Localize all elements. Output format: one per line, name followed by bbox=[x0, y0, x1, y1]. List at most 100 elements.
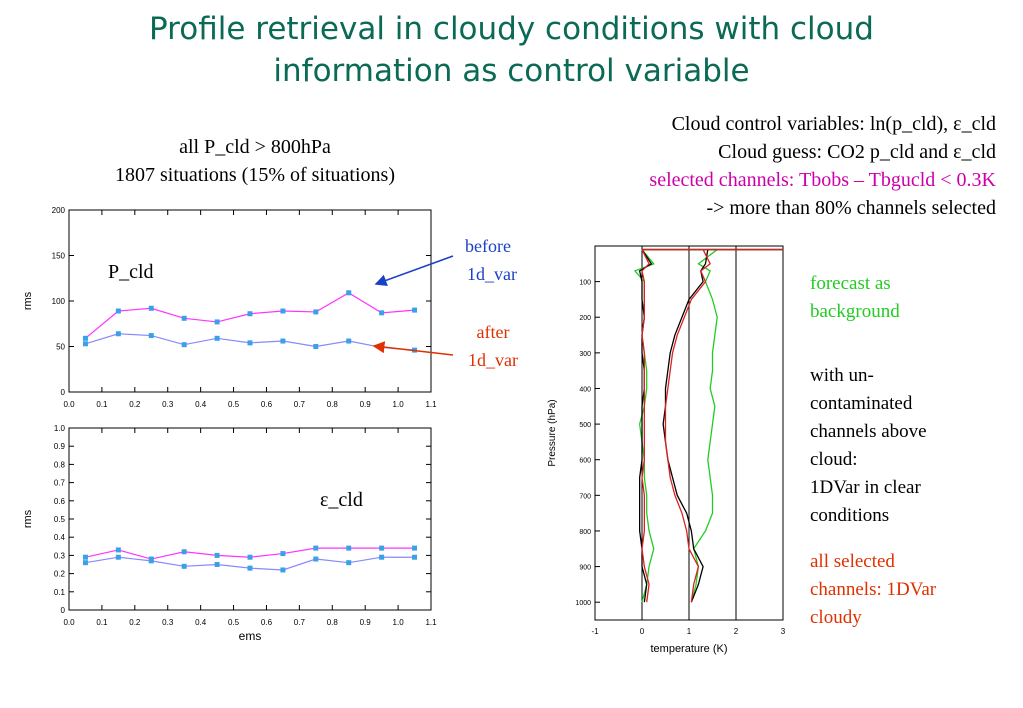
y-tick-label: 150 bbox=[52, 252, 66, 261]
after-arrow bbox=[372, 341, 454, 356]
plot-frame bbox=[68, 209, 432, 393]
y-tick-label: 500 bbox=[579, 422, 591, 429]
x-tick-label: 1.0 bbox=[393, 400, 405, 409]
rms-line-1 bbox=[662, 249, 709, 603]
x-tick-label: 0.1 bbox=[96, 618, 108, 627]
y-tick-label: 200 bbox=[579, 315, 591, 322]
data-point bbox=[379, 545, 385, 551]
y-tick-label: 0.1 bbox=[54, 588, 66, 597]
data-point bbox=[181, 563, 187, 569]
x-tick-label: 0.3 bbox=[162, 618, 174, 627]
bias-line-1 bbox=[638, 249, 653, 603]
x-tick-label: -1 bbox=[591, 627, 599, 636]
slide-title: Profile retrieval in cloudy conditions w… bbox=[0, 8, 1023, 92]
data-point bbox=[346, 545, 352, 551]
data-point bbox=[412, 545, 418, 551]
before-label-line1: before bbox=[465, 236, 511, 256]
rms-charts: 0.0 0.1 0.2 0.3 0.4 0.5 0.6 0.7 0.8 0.9 1.0 1.1 0 50 1… bbox=[22, 206, 518, 643]
data-point bbox=[346, 290, 352, 296]
y-tick-label: 200 bbox=[52, 206, 66, 215]
data-point bbox=[181, 342, 187, 348]
y-tick-label: 0.4 bbox=[54, 533, 66, 542]
data-point bbox=[313, 545, 319, 551]
data-point bbox=[148, 305, 154, 311]
legend-black-line1: with un- bbox=[810, 365, 874, 386]
data-point bbox=[148, 558, 154, 564]
selection-summary: all P_cld > 800hPa 1807 situations (15% … bbox=[55, 133, 455, 189]
data-point bbox=[82, 341, 88, 347]
data-point bbox=[247, 554, 253, 560]
info-line-channel-percent: -> more than 80% channels selected bbox=[706, 197, 996, 219]
data-point bbox=[82, 335, 88, 341]
x-tick-label: 0.8 bbox=[327, 400, 339, 409]
x-tick-label: 0.9 bbox=[360, 400, 372, 409]
x-tick-label: 0 bbox=[640, 627, 645, 636]
x-tick-label: 0.8 bbox=[327, 618, 339, 627]
y-tick-label: 1.0 bbox=[54, 424, 66, 433]
data-point bbox=[379, 554, 385, 560]
legend-black-line4: cloud: bbox=[810, 449, 858, 470]
y-tick-label: 800 bbox=[579, 529, 591, 536]
x-tick-label: 0.7 bbox=[294, 400, 306, 409]
data-point bbox=[313, 344, 319, 349]
data-point bbox=[214, 319, 220, 325]
data-point bbox=[181, 549, 187, 555]
legend-black-line2: contaminated bbox=[810, 393, 913, 414]
x-tick-label: 1.1 bbox=[425, 400, 437, 409]
y-tick-label: 0.6 bbox=[54, 497, 66, 506]
y-tick-label: 900 bbox=[579, 565, 591, 572]
x-tick-label: 0.2 bbox=[129, 618, 141, 627]
after-label-line2: 1d_var bbox=[468, 350, 518, 370]
data-point bbox=[313, 556, 319, 562]
data-point bbox=[280, 308, 286, 314]
x-tick-label: 0.9 bbox=[360, 618, 372, 627]
data-point bbox=[214, 552, 220, 558]
x-tick-label: 0.4 bbox=[195, 400, 207, 409]
y-axis-label: rms bbox=[22, 291, 34, 310]
data-point bbox=[214, 562, 220, 567]
x-tick-label: 0.0 bbox=[63, 618, 75, 627]
x-tick-label: 2 bbox=[734, 627, 739, 636]
data-point bbox=[280, 567, 286, 573]
x-tick-label: 0.4 bbox=[195, 618, 207, 627]
x-tick-label: 0.1 bbox=[96, 400, 108, 409]
before-arrow bbox=[374, 255, 454, 287]
legend-red-line2: channels: 1DVar bbox=[810, 579, 937, 600]
temperature-profile-chart: -1 0 1 2 3 100 200 300 400 500 600 700 800 900 1000 tem… bbox=[547, 245, 786, 655]
x-axis-label: ems bbox=[239, 629, 262, 643]
info-line-control-variables: Cloud control variables: ln(p_cld), ε_cl… bbox=[671, 113, 996, 135]
panel-label-pcld: P_cld bbox=[108, 261, 154, 283]
x-axis-label: temperature (K) bbox=[650, 643, 727, 655]
legend-green-line1: forecast as bbox=[810, 273, 891, 294]
data-point bbox=[412, 307, 418, 313]
slide-title-line1: Profile retrieval in cloudy conditions w… bbox=[149, 11, 874, 47]
y-tick-label: 0.3 bbox=[54, 551, 66, 560]
legend-red-line3: cloudy bbox=[810, 607, 862, 628]
data-point bbox=[115, 554, 121, 560]
data-point bbox=[346, 338, 352, 344]
pcld-rms-chart: 0.0 0.1 0.2 0.3 0.4 0.5 0.6 0.7 0.8 0.9 1.0 1.1 0 50 1… bbox=[22, 206, 437, 409]
y-tick-label: 0.2 bbox=[54, 570, 66, 579]
legend-black-line6: conditions bbox=[810, 505, 890, 526]
x-tick-label: 0.5 bbox=[228, 400, 240, 409]
selection-criterion: all P_cld > 800hPa bbox=[179, 136, 331, 158]
data-point bbox=[379, 310, 385, 316]
data-point bbox=[247, 565, 253, 571]
legend-green-note: forecast as background bbox=[810, 270, 900, 326]
x-tick-label: 1.1 bbox=[425, 618, 437, 627]
y-tick-label: 0 bbox=[61, 606, 66, 615]
y-tick-label: 100 bbox=[579, 280, 591, 287]
y-tick-label: 100 bbox=[52, 297, 66, 306]
data-point bbox=[280, 338, 286, 344]
y-tick-label: 600 bbox=[579, 458, 591, 465]
x-tick-label: 0.0 bbox=[63, 400, 75, 409]
y-tick-label: 1000 bbox=[575, 600, 591, 607]
data-point bbox=[115, 331, 121, 337]
data-point bbox=[247, 340, 253, 346]
legend-black-line3: channels above bbox=[810, 421, 927, 442]
ecld-rms-chart: 0.0 0.1 0.2 0.3 0.4 0.5 0.6 0.7 0.8 0.9 1.0 1.1 0 0.1… bbox=[22, 424, 437, 643]
y-tick-label: 0.9 bbox=[54, 442, 66, 451]
data-point bbox=[82, 560, 88, 566]
x-tick-label: 0.7 bbox=[294, 618, 306, 627]
legend-black-note: with un- contaminated channels above clo… bbox=[810, 362, 927, 530]
